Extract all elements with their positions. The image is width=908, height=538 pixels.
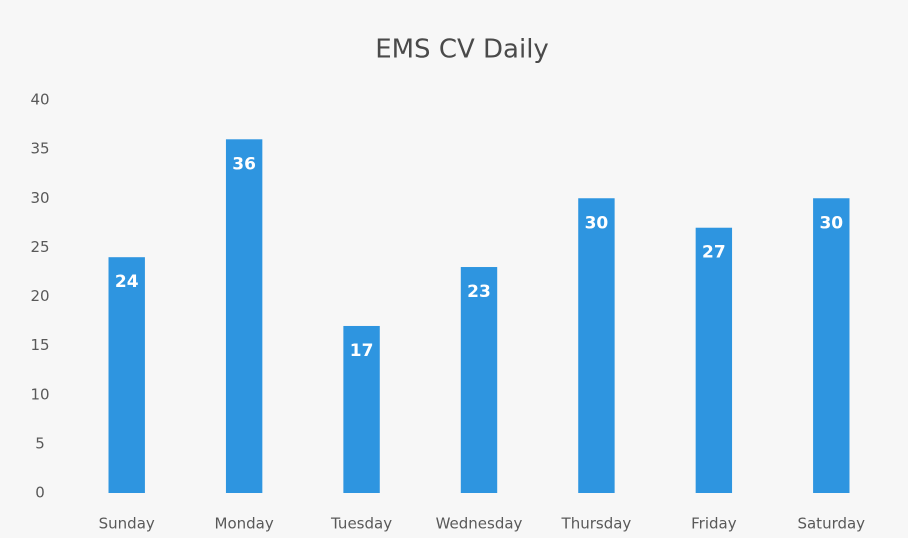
- data-label: 30: [819, 213, 843, 233]
- data-label: 36: [232, 154, 256, 174]
- x-tick-label: Tuesday: [330, 515, 392, 533]
- chart-title: EMS CV Daily: [375, 35, 549, 65]
- data-label: 17: [350, 341, 374, 361]
- bar: [695, 227, 733, 493]
- bar: [343, 325, 380, 493]
- x-tick-label: Wednesday: [436, 515, 523, 533]
- bar: [813, 198, 850, 493]
- data-label: 27: [702, 243, 726, 263]
- y-tick-label: 15: [30, 336, 49, 354]
- data-label: 24: [115, 272, 139, 292]
- y-tick-label: 30: [30, 189, 49, 207]
- bar: [460, 267, 498, 493]
- x-tick-label: Thursday: [561, 515, 632, 533]
- y-tick-label: 5: [35, 434, 45, 452]
- x-tick-label: Monday: [215, 515, 274, 533]
- y-tick-label: 40: [30, 91, 49, 109]
- data-label: 30: [585, 213, 609, 233]
- x-tick-label: Sunday: [99, 515, 155, 533]
- y-tick-label: 10: [30, 385, 49, 403]
- y-tick-label: 25: [30, 238, 49, 256]
- y-tick-label: 20: [30, 287, 49, 305]
- bar: [225, 139, 263, 494]
- bar: [578, 198, 615, 493]
- data-label: 23: [467, 282, 491, 302]
- x-tick-label: Friday: [691, 515, 737, 533]
- bar: [108, 257, 145, 493]
- y-tick-label: 0: [35, 484, 45, 502]
- y-tick-label: 35: [30, 140, 49, 158]
- x-tick-label: Saturday: [797, 515, 865, 533]
